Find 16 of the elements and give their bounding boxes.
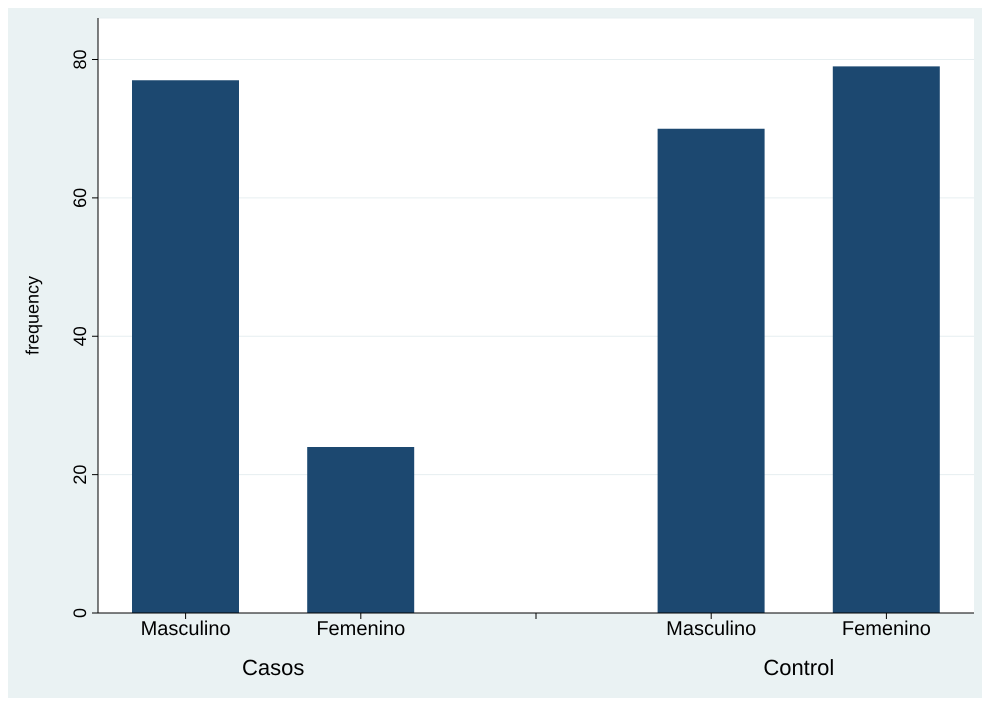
bar bbox=[307, 446, 414, 613]
x-tick-label: Masculino bbox=[666, 618, 756, 640]
y-tick-label: 20 bbox=[70, 464, 90, 485]
y-axis-title: frequency bbox=[22, 276, 42, 356]
bar bbox=[132, 80, 239, 613]
y-tick-label: 0 bbox=[70, 608, 90, 618]
bar bbox=[658, 128, 765, 613]
x-tick-label: Femenino bbox=[316, 618, 406, 640]
x-tick-label: Masculino bbox=[140, 618, 231, 640]
x-tick-label: Femenino bbox=[842, 618, 931, 640]
y-tick-label: 40 bbox=[70, 326, 90, 346]
y-tick-label: 80 bbox=[70, 49, 90, 70]
text: Control bbox=[762, 655, 836, 681]
y-tick-label: 60 bbox=[70, 188, 90, 208]
bar bbox=[832, 66, 940, 613]
text: Casos bbox=[241, 655, 306, 681]
